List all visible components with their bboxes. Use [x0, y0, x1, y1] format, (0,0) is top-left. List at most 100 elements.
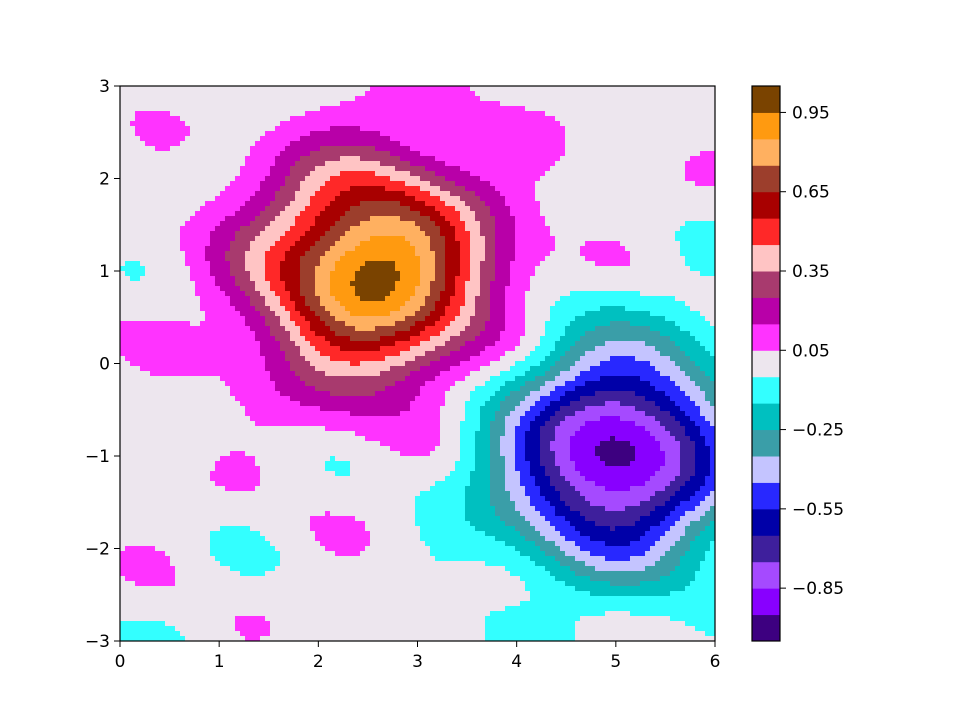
contour-band-10	[535, 196, 715, 202]
contour-band-10	[120, 286, 196, 292]
contour-band-10	[145, 266, 191, 272]
contour-band-11	[390, 136, 566, 142]
contour-band-14	[255, 286, 271, 292]
contour-band-12	[495, 256, 516, 262]
contour-band-2	[645, 426, 666, 432]
contour-band-10	[640, 291, 715, 297]
contour-band-8	[470, 481, 491, 487]
contour-band-12	[485, 321, 506, 327]
contour-band-11	[515, 226, 551, 232]
contour-band-11	[415, 396, 446, 402]
x-tick-label: 1	[214, 652, 225, 672]
contour-band-10	[535, 186, 715, 192]
contour-band-9	[540, 341, 556, 347]
contour-band-9	[695, 571, 715, 577]
contour-band-18	[345, 231, 426, 237]
contour-band-9	[430, 546, 516, 552]
contour-band-14	[405, 181, 431, 187]
contour-band-13	[420, 176, 446, 182]
contour-band-13	[475, 311, 491, 317]
contour-band-4	[575, 526, 611, 532]
contour-band-8	[670, 571, 696, 577]
contour-band-3	[540, 441, 551, 447]
contour-band-14	[265, 226, 291, 232]
contour-band-5	[515, 451, 526, 457]
contour-band-15	[405, 191, 431, 197]
contour-band-3	[595, 391, 636, 397]
contour-band-8	[465, 506, 496, 512]
contour-band-12	[280, 391, 331, 397]
contour-band-9	[460, 441, 476, 447]
contour-band-5	[630, 541, 656, 547]
contour-band-7	[540, 546, 561, 552]
contour-band-4	[530, 466, 546, 472]
contour-band-8	[680, 346, 706, 352]
contour-band-9	[525, 581, 566, 587]
contour-band-4	[660, 406, 681, 412]
contour-band-9	[525, 586, 576, 592]
contour-band-11	[320, 106, 526, 112]
contour-band-11	[240, 166, 271, 172]
contour-band-11	[480, 176, 541, 182]
contour-band-17	[315, 311, 331, 317]
contour-band-17	[435, 251, 446, 257]
contour-band-11	[130, 121, 186, 127]
contour-band-1	[635, 446, 661, 452]
contour-band-11	[435, 156, 561, 162]
contour-band-10	[555, 116, 715, 122]
contour-band-16	[325, 206, 351, 212]
contour-band-19	[385, 296, 411, 302]
contour-band-15	[295, 216, 316, 222]
contour-band-7	[535, 541, 556, 547]
contour-band-10	[120, 506, 416, 512]
contour-band-16	[315, 221, 336, 227]
x-tick-label: 5	[610, 652, 621, 672]
contour-band-7	[690, 376, 711, 382]
contour-band-11	[120, 561, 171, 567]
contour-band-12	[490, 301, 506, 307]
contour-band-13	[310, 151, 391, 157]
contour-band-7	[490, 466, 506, 472]
contour-band-12	[495, 246, 516, 252]
contour-band-8	[550, 351, 566, 357]
contour-band-6	[505, 466, 516, 472]
contour-band-11	[190, 271, 211, 277]
contour-band-11	[410, 406, 441, 412]
contour-band-11	[250, 416, 441, 422]
contour-band-7	[505, 396, 526, 402]
x-tick-label: 2	[313, 652, 324, 672]
contour-band-10	[120, 171, 241, 177]
contour-band-5	[515, 436, 526, 442]
contour-band-10	[120, 241, 181, 247]
contour-band-10	[550, 251, 581, 257]
contour-band-3	[545, 466, 561, 472]
contour-band-14	[440, 331, 461, 337]
contour-band-6	[655, 366, 681, 372]
contour-band-14	[420, 186, 441, 192]
contour-band-13	[465, 326, 486, 332]
contour-band-13	[295, 161, 326, 167]
contour-band-10	[120, 466, 216, 472]
contour-band-9	[470, 391, 496, 397]
contour-band-7	[490, 486, 506, 492]
contour-band-7	[680, 536, 696, 542]
contour-band-12	[210, 261, 231, 267]
contour-band-8	[710, 376, 715, 382]
contour-band-11	[355, 431, 441, 437]
contour-band-14	[315, 166, 396, 172]
contour-band-11	[420, 386, 451, 392]
contour-band-1	[570, 456, 601, 462]
contour-band-11	[280, 121, 561, 127]
contour-band-18	[335, 316, 406, 322]
contour-band-13	[485, 236, 496, 242]
contour-band-12	[490, 286, 506, 292]
contour-band-11	[180, 236, 211, 242]
contour-band-11	[310, 526, 366, 532]
contour-band-5	[525, 486, 541, 492]
contour-band-16	[440, 296, 451, 302]
contour-band-15	[320, 186, 351, 192]
contour-band-9	[415, 516, 466, 522]
contour-band-10	[630, 261, 686, 267]
contour-band-10	[275, 566, 506, 572]
